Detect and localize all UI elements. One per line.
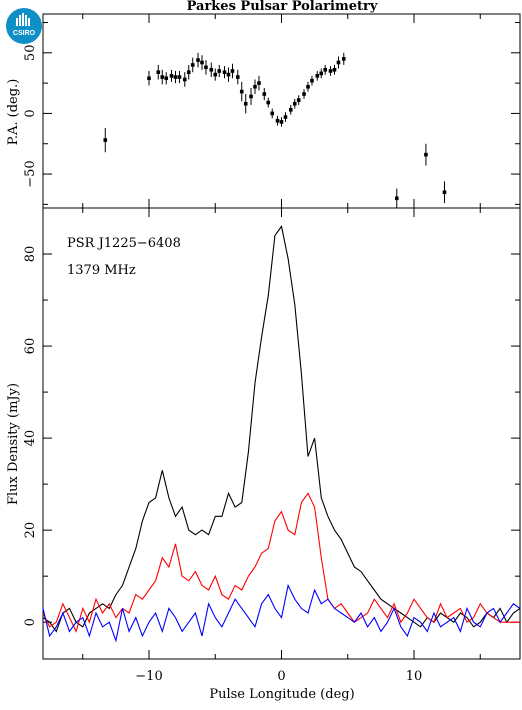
- pa-point: [336, 60, 341, 65]
- pa-y-tick-label: −50: [23, 160, 38, 187]
- profile-y-tick-label: 20: [23, 522, 38, 539]
- pa-point: [204, 65, 208, 70]
- csiro-logo-text: CSIRO: [13, 30, 36, 37]
- pa-point: [253, 84, 257, 89]
- x-axis-label: Pulse Longitude (deg): [209, 687, 354, 702]
- circular-polarization-line: [42, 583, 521, 643]
- pa-point: [230, 69, 235, 73]
- pa-point: [270, 111, 275, 116]
- pa-point: [186, 70, 191, 74]
- pa-point: [328, 69, 333, 73]
- pa-point: [315, 74, 320, 78]
- profile-y-tick-label: 60: [23, 338, 38, 355]
- csiro-logo: CSIRO: [6, 8, 42, 44]
- x-tick-label: −10: [135, 669, 162, 684]
- pa-point: [160, 75, 165, 79]
- pa-point: [190, 63, 195, 67]
- pa-point: [217, 69, 222, 73]
- pa-point: [156, 70, 161, 74]
- pa-y-tick-label: 0: [23, 109, 38, 117]
- csiro-logo-mark: CSIRO: [13, 13, 36, 37]
- pa-point: [323, 67, 328, 72]
- pa-point: [279, 120, 284, 124]
- pa-point: [257, 81, 261, 85]
- pa-point: [275, 118, 280, 123]
- pa-point: [302, 92, 306, 96]
- x-tick-label: 0: [277, 669, 285, 684]
- pa-point: [177, 75, 182, 79]
- pa-point: [296, 98, 301, 102]
- pa-point: [306, 84, 310, 89]
- psr-name-annotation: PSR J1225−6408: [67, 236, 181, 251]
- pa-point: [235, 75, 240, 79]
- pa-point: [319, 71, 324, 76]
- pa-point: [332, 67, 337, 72]
- linear-polarization-line: [42, 492, 520, 633]
- pa-point: [266, 100, 271, 105]
- flux-y-axis-label: Flux Density (mJy): [6, 383, 21, 505]
- pa-point: [424, 152, 428, 157]
- profile-panel: −10 0 10 0 20 40 60 80: [23, 207, 521, 684]
- pa-point: [196, 58, 200, 62]
- pa-point: [310, 78, 314, 83]
- pa-point: [169, 74, 174, 78]
- pa-frame: [42, 13, 521, 209]
- pa-point: [103, 138, 108, 142]
- pa-panel: −50 0 50: [23, 13, 521, 209]
- pa-point: [209, 67, 214, 72]
- pa-point: [288, 107, 293, 112]
- frequency-annotation: 1379 MHz: [67, 263, 136, 278]
- pa-point: [164, 76, 169, 81]
- pa-point: [243, 101, 248, 106]
- pa-point: [283, 115, 288, 119]
- pa-point: [442, 190, 447, 195]
- pa-y-tick-label: 50: [23, 45, 38, 62]
- pa-point: [394, 196, 399, 201]
- pa-point: [226, 72, 231, 77]
- pa-point: [173, 75, 178, 79]
- profile-y-tick-label: 80: [23, 246, 38, 263]
- pa-point: [147, 76, 151, 81]
- chart-title: Parkes Pulsar Polarimetry: [187, 0, 378, 14]
- pa-point: [200, 60, 204, 65]
- pa-point: [239, 89, 244, 94]
- pa-point: [341, 57, 346, 61]
- profile-y-tick-label: 0: [23, 618, 38, 626]
- profile-y-tick-label: 40: [23, 430, 38, 447]
- pa-point: [262, 92, 267, 96]
- pa-y-axis-label: P.A. (deg.): [6, 79, 21, 146]
- pa-point: [249, 94, 253, 99]
- x-tick-label: 10: [406, 669, 423, 684]
- pa-point: [182, 77, 187, 82]
- pa-point: [222, 70, 227, 74]
- pa-point: [213, 72, 218, 77]
- pa-point: [292, 101, 297, 106]
- total-intensity-line: [42, 225, 521, 633]
